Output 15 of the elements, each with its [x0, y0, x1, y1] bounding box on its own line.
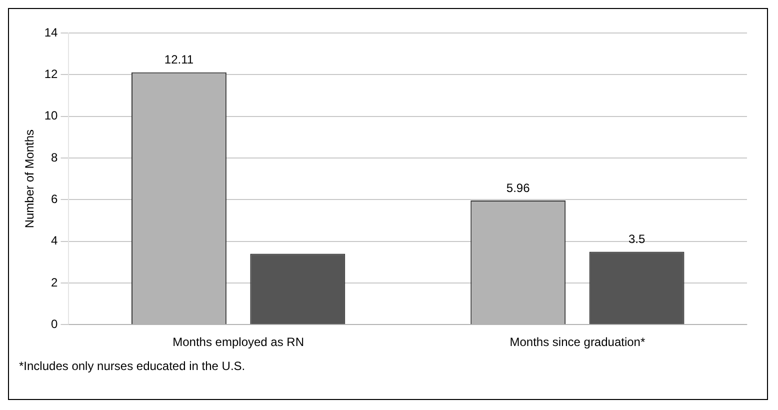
data-label: 5.96	[506, 180, 530, 195]
data-label: 3.5	[628, 232, 646, 246]
text: *Includes only nurses educated in the U.S.	[19, 359, 246, 373]
y-tick-label: 8	[51, 150, 58, 164]
y-axis-title: Number of Months	[22, 129, 37, 228]
y-tick-label: 0	[51, 316, 58, 331]
y-tick-label: 12	[44, 66, 58, 81]
x-tick-label: Months employed as RN	[172, 335, 304, 350]
y-tick-label: 4	[51, 234, 58, 248]
y-tick-label: 10	[44, 108, 58, 123]
y-tick-label: 2	[51, 275, 58, 290]
y-tick-label: 6	[51, 192, 58, 206]
data-label: 12.11	[164, 52, 194, 67]
x-tick-label: Months since graduation*	[510, 335, 646, 350]
y-tick-label: 14	[44, 25, 58, 40]
